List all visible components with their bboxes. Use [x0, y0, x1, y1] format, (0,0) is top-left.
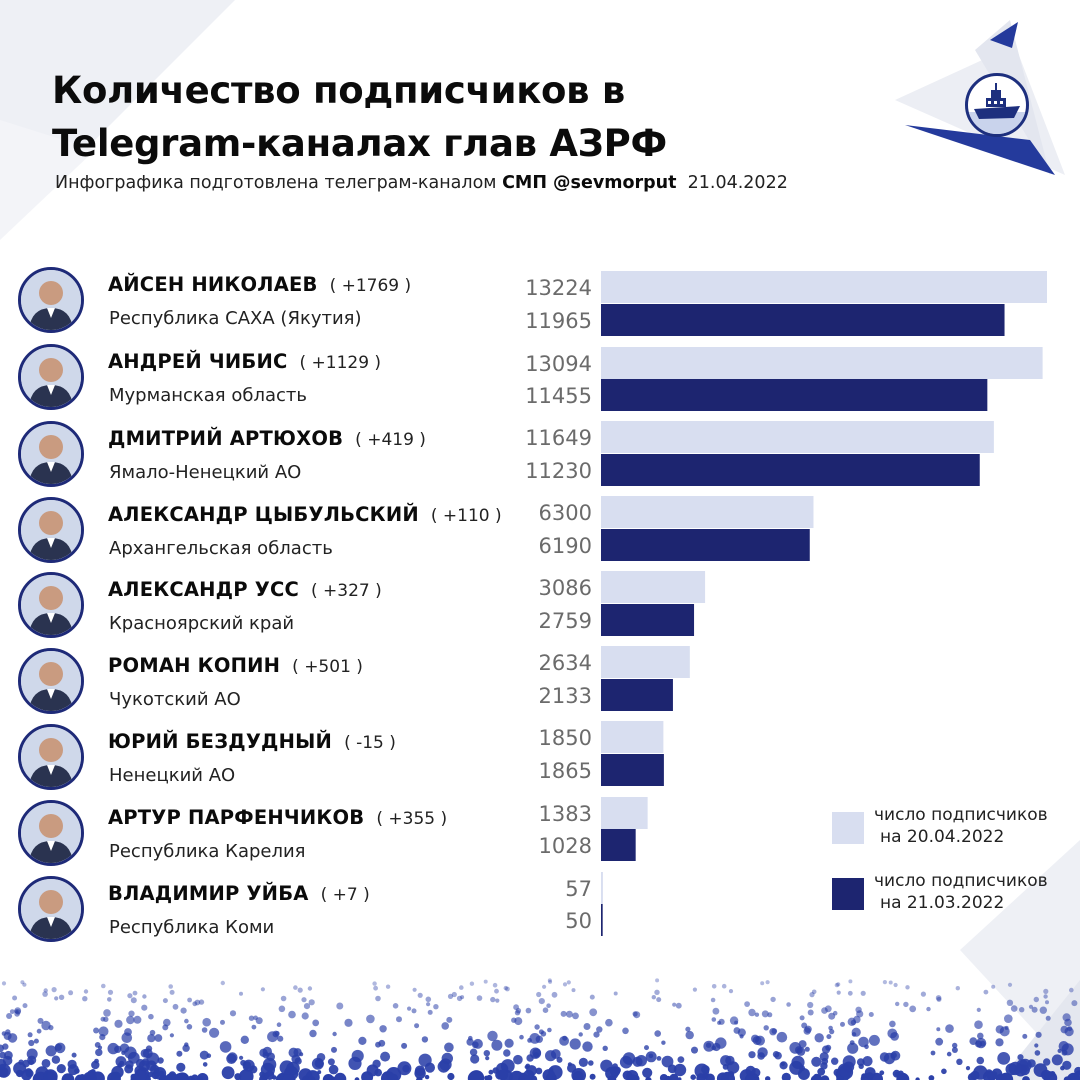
person-name-line: АЙСЕН НИКОЛАЕВ ( +1769 ): [108, 273, 411, 296]
person-row: ЮРИЙ БЕЗДУДНЫЙ ( -15 ) Ненецкий АО: [0, 724, 1080, 794]
avatar: [18, 497, 84, 563]
legend-current-line1: число подписчиков: [874, 805, 1048, 825]
legend-previous-line2: на 21.03.2022: [880, 893, 1005, 913]
region-name: Республика САХА (Якутия): [109, 308, 362, 329]
person-name-line: ЮРИЙ БЕЗДУДНЫЙ ( -15 ): [108, 730, 396, 753]
person-name: ВЛАДИМИР УЙБА: [108, 882, 309, 905]
avatar: [18, 421, 84, 487]
person-name-line: АНДРЕЙ ЧИБИС ( +1129 ): [108, 350, 381, 373]
region-name: Ненецкий АО: [109, 765, 236, 786]
region-name: Республика Коми: [109, 917, 275, 938]
region-name: Чукотский АО: [109, 689, 241, 710]
person-name-line: АЛЕКСАНДР УСС ( +327 ): [108, 578, 382, 601]
person-name: ДМИТРИЙ АРТЮХОВ: [108, 427, 344, 450]
subtitle-prefix: Инфографика подготовлена телеграм-канало…: [55, 173, 497, 193]
person-name: АНДРЕЙ ЧИБИС: [108, 350, 288, 373]
subscriber-delta: ( +110 ): [430, 506, 502, 526]
person-name-line: ДМИТРИЙ АРТЮХОВ ( +419 ): [108, 427, 426, 450]
legend-swatch-current: [832, 812, 864, 844]
person-row: АЙСЕН НИКОЛАЕВ ( +1769 ) Республика САХА (…: [0, 267, 1080, 337]
person-name-line: АЛЕКСАНДР ЦЫБУЛЬСКИЙ ( +110 ): [108, 503, 502, 526]
person-row: РОМАН КОПИН ( +501 ) Чукотский АО: [0, 648, 1080, 718]
person-row: АРТУР ПАРФЕНЧИКОВ ( +355 ) Республика Каре…: [0, 800, 1080, 870]
person-name: РОМАН КОПИН: [108, 654, 281, 677]
legend-swatch-previous: [832, 878, 864, 910]
avatar: [18, 572, 84, 638]
person-name: ЮРИЙ БЕЗДУДНЫЙ: [108, 730, 333, 753]
legend-previous-line1: число подписчиков: [874, 871, 1048, 891]
region-name: Республика Карелия: [109, 841, 306, 862]
avatar: [18, 876, 84, 942]
subscriber-delta: ( +327 ): [310, 581, 382, 601]
person-row: АНДРЕЙ ЧИБИС ( +1129 ) Мурманская область: [0, 344, 1080, 414]
avatar: [18, 267, 84, 333]
subscriber-delta: ( +419 ): [355, 430, 426, 450]
legend-previous: число подписчиков на 21.03.2022: [832, 871, 1080, 916]
person-row: ВЛАДИМИР УЙБА ( +7 ) Республика Коми: [0, 876, 1080, 946]
person-row: ДМИТРИЙ АРТЮХОВ ( +419 ) Ямало-Ненецкий АО: [0, 421, 1080, 491]
region-name: Мурманская область: [109, 385, 307, 406]
avatar: [18, 724, 84, 790]
subscriber-delta: ( -15 ): [344, 733, 396, 753]
legend-current-line2: на 20.04.2022: [880, 827, 1005, 847]
person-name: АЙСЕН НИКОЛАЕВ: [108, 273, 318, 296]
subscriber-delta: ( +7 ): [320, 885, 370, 905]
icebreaker-ship-icon: [965, 73, 1029, 137]
legend-label-current: число подписчиков на 20.04.2022: [874, 804, 1080, 848]
title-line-2: Telegram-каналах глав АЗРФ: [52, 122, 667, 165]
avatar: [18, 800, 84, 866]
subscriber-delta: ( +1769 ): [329, 276, 412, 296]
subtitle-date: 21.04.2022: [687, 173, 788, 193]
avatar: [18, 648, 84, 714]
legend-label-previous: число подписчиков на 21.03.2022: [874, 870, 1080, 914]
person-name: АЛЕКСАНДР УСС: [108, 578, 299, 601]
person-name-line: ВЛАДИМИР УЙБА ( +7 ): [108, 882, 370, 905]
person-name: АРТУР ПАРФЕНЧИКОВ: [108, 806, 365, 829]
person-row: АЛЕКСАНДР УСС ( +327 ) Красноярский край: [0, 572, 1080, 642]
person-name-line: РОМАН КОПИН ( +501 ): [108, 654, 363, 677]
person-row: АЛЕКСАНДР ЦЫБУЛЬСКИЙ ( +110 ) Архангельска…: [0, 497, 1080, 567]
person-name-line: АРТУР ПАРФЕНЧИКОВ ( +355 ): [108, 806, 447, 829]
subscriber-delta: ( +501 ): [292, 657, 363, 677]
title-line-1: Количество подписчиков в: [52, 69, 625, 112]
subscriber-delta: ( +355 ): [376, 809, 448, 829]
legend-current: число подписчиков на 20.04.2022: [832, 805, 1080, 850]
region-name: Ямало-Ненецкий АО: [109, 462, 302, 483]
avatar: [18, 344, 84, 410]
person-name: АЛЕКСАНДР ЦЫБУЛЬСКИЙ: [108, 503, 419, 526]
region-name: Архангельская область: [109, 538, 333, 559]
subscriber-delta: ( +1129 ): [299, 353, 382, 373]
subtitle-channel: СМП @sevmorput: [502, 173, 677, 193]
region-name: Красноярский край: [109, 613, 295, 634]
subtitle: Инфографика подготовлена телеграм-канало…: [55, 173, 788, 193]
page-title: Количество подписчиков в Telegram-канала…: [52, 64, 772, 170]
